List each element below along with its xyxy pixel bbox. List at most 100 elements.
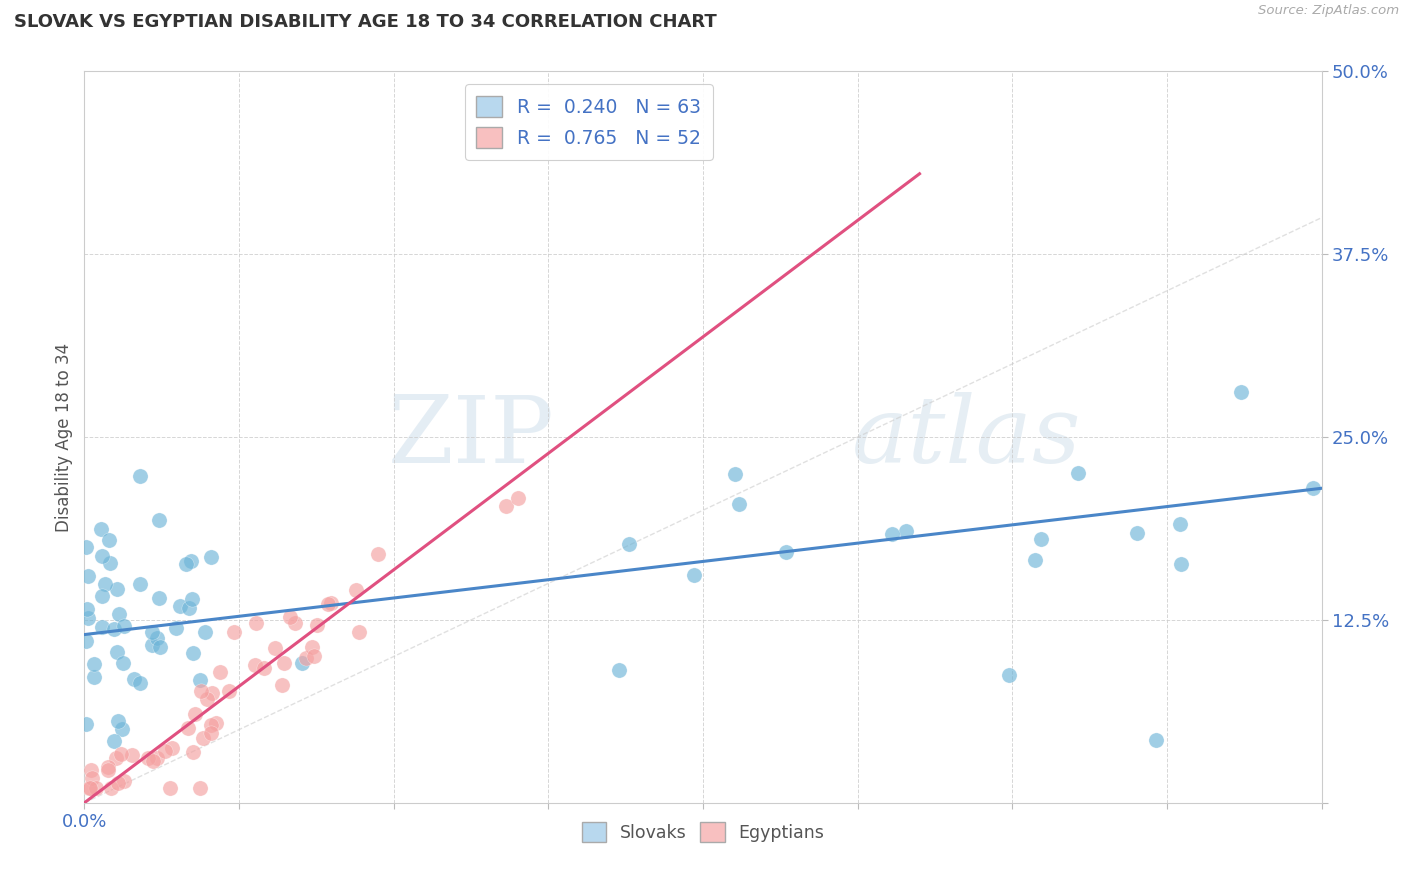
Point <box>347 624 370 639</box>
Point <box>76 602 98 616</box>
Point <box>80 763 103 777</box>
Point <box>100 781 122 796</box>
Point <box>894 524 917 539</box>
Point <box>91 589 114 603</box>
Point <box>273 657 295 671</box>
Point <box>148 513 170 527</box>
Point <box>111 722 134 736</box>
Point <box>728 497 751 511</box>
Point <box>75 634 97 648</box>
Point <box>179 600 201 615</box>
Point <box>1230 384 1253 399</box>
Point <box>253 660 276 674</box>
Y-axis label: Disability Age 18 to 34: Disability Age 18 to 34 <box>55 343 73 532</box>
Point <box>619 537 641 551</box>
Point <box>105 751 128 765</box>
Point <box>1024 553 1046 567</box>
Point <box>1126 526 1149 541</box>
Point <box>83 657 105 672</box>
Point <box>94 577 117 591</box>
Point <box>200 726 222 740</box>
Point <box>141 638 163 652</box>
Point <box>77 611 100 625</box>
Point <box>319 596 342 610</box>
Point <box>316 597 339 611</box>
Text: atlas: atlas <box>852 392 1081 482</box>
Point <box>243 658 266 673</box>
Point <box>162 740 184 755</box>
Point <box>184 707 207 722</box>
Point <box>195 692 218 706</box>
Point <box>209 665 232 680</box>
Point <box>882 526 904 541</box>
Point <box>224 625 246 640</box>
Point <box>169 599 191 613</box>
Point <box>245 616 267 631</box>
Point <box>193 625 215 640</box>
Point <box>180 591 202 606</box>
Point <box>301 640 323 655</box>
Point <box>165 621 187 635</box>
Point <box>724 467 747 482</box>
Point <box>105 645 128 659</box>
Point <box>264 640 287 655</box>
Point <box>302 648 325 663</box>
Point <box>1144 733 1167 747</box>
Point <box>98 533 121 548</box>
Point <box>1067 467 1090 481</box>
Text: ZIP: ZIP <box>388 392 554 482</box>
Point <box>90 523 112 537</box>
Point <box>682 568 704 582</box>
Point <box>174 558 197 572</box>
Point <box>90 549 112 564</box>
Point <box>103 733 125 747</box>
Point <box>103 622 125 636</box>
Point <box>291 656 314 670</box>
Point <box>80 771 103 785</box>
Point <box>110 747 132 762</box>
Point <box>218 684 240 698</box>
Text: SLOVAK VS EGYPTIAN DISABILITY AGE 18 TO 34 CORRELATION CHART: SLOVAK VS EGYPTIAN DISABILITY AGE 18 TO … <box>14 13 717 31</box>
Point <box>159 781 181 796</box>
Point <box>190 684 212 698</box>
Point <box>83 670 105 684</box>
Point <box>204 716 226 731</box>
Point <box>200 549 222 564</box>
Point <box>278 610 301 624</box>
Point <box>775 545 797 559</box>
Point <box>270 678 292 692</box>
Point <box>77 781 100 796</box>
Point <box>200 717 222 731</box>
Point <box>76 716 98 731</box>
Point <box>183 745 205 759</box>
Point <box>284 615 307 630</box>
Point <box>107 607 129 621</box>
Point <box>136 751 159 765</box>
Point <box>181 646 204 660</box>
Point <box>146 751 169 765</box>
Point <box>112 774 135 789</box>
Point <box>344 582 367 597</box>
Point <box>609 663 631 677</box>
Point <box>495 500 517 514</box>
Point <box>112 619 135 633</box>
Point <box>107 714 129 728</box>
Point <box>142 754 165 768</box>
Point <box>128 468 150 483</box>
Point <box>148 591 170 606</box>
Point <box>124 673 146 687</box>
Point <box>506 491 529 506</box>
Point <box>998 667 1021 681</box>
Point <box>121 747 143 762</box>
Point <box>153 744 176 758</box>
Point <box>149 640 172 654</box>
Point <box>97 764 120 778</box>
Point <box>1170 557 1192 571</box>
Point <box>75 540 97 554</box>
Point <box>79 781 101 796</box>
Point <box>145 632 167 646</box>
Point <box>177 721 200 735</box>
Point <box>305 618 328 632</box>
Point <box>1168 517 1191 532</box>
Point <box>1029 532 1052 546</box>
